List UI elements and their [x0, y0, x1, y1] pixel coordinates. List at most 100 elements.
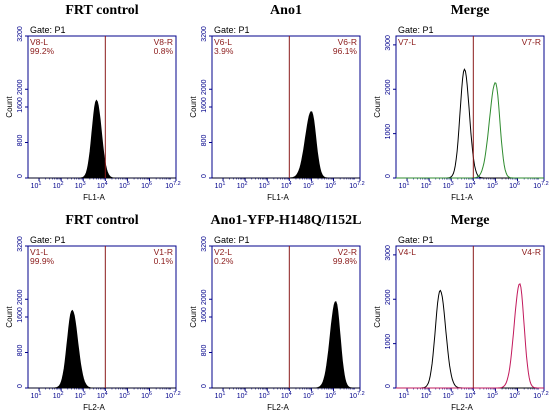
y-axis-label: Count — [189, 96, 198, 118]
gate-label: Gate: P1 — [214, 235, 250, 245]
x-tick-label: 101 — [399, 391, 410, 400]
region-left-pct: 99.2% — [30, 46, 55, 56]
x-tick-label: 101 — [31, 391, 42, 400]
x-tick-label: 104 — [97, 391, 108, 400]
y-tick-label: 1600 — [17, 307, 24, 323]
panel-title: Merge — [451, 3, 490, 18]
region-left-name: V2-L — [214, 247, 232, 257]
gate-label: Gate: P1 — [398, 235, 434, 245]
y-tick-label: 3000 — [385, 245, 392, 261]
x-tick-label: 103 — [75, 181, 86, 190]
x-axis-label: FL1-A — [83, 193, 105, 202]
x-tick-label: 103 — [259, 181, 270, 190]
x-tick-label: 106 — [325, 181, 336, 190]
x-tick-label: 107.2 — [349, 391, 364, 400]
y-tick-label: 3200 — [201, 26, 208, 42]
region-left-pct: 0.2% — [214, 256, 234, 266]
y-tick-label: 800 — [201, 345, 208, 357]
x-tick-label: 107.2 — [533, 391, 548, 400]
panel-title: FRT control — [65, 213, 138, 228]
histogram-panel-6: Merge Gate: P1 0 1000 2000 3000 Count 101 102 103… — [373, 213, 549, 412]
region-left-pct: 3.9% — [214, 46, 234, 56]
y-tick-label: 3000 — [385, 35, 392, 51]
y-tick-label: 2000 — [201, 79, 208, 95]
plot-frame — [395, 35, 545, 179]
x-tick-label: 103 — [443, 391, 454, 400]
y-tick-label: 3200 — [17, 236, 24, 252]
plot-frame — [395, 245, 545, 389]
x-tick-label: 104 — [465, 181, 476, 190]
histogram-panel-3: Merge Gate: P1 0 1000 2000 3000 Count 101 102 103… — [373, 3, 549, 202]
x-axis-label: FL1-A — [267, 193, 289, 202]
region-right-pct: 96.1% — [333, 46, 358, 56]
y-axis-label: Count — [189, 306, 198, 328]
y-tick-label: 3200 — [201, 236, 208, 252]
y-tick-label: 0 — [385, 384, 392, 388]
histogram-panel-2: Ano1 Gate: P1 0 800 1600 2000 3200 Count 101 102 1… — [189, 3, 365, 202]
x-tick-label: 104 — [281, 181, 292, 190]
x-tick-label: 105 — [487, 181, 498, 190]
gate-label: Gate: P1 — [30, 25, 66, 35]
plot-frame — [27, 245, 177, 389]
panel-title: Ano1-YFP-H148Q/I152L — [211, 213, 362, 228]
x-tick-label: 107.2 — [533, 181, 548, 190]
y-tick-label: 1600 — [201, 97, 208, 113]
y-tick-label: 0 — [201, 384, 208, 388]
y-tick-label: 0 — [17, 384, 24, 388]
histogram-series-2 — [396, 283, 544, 389]
y-tick-label: 3200 — [17, 26, 24, 42]
x-tick-label: 107.2 — [165, 391, 180, 400]
x-tick-label: 105 — [487, 391, 498, 400]
x-tick-label: 101 — [215, 391, 226, 400]
x-axis-label: FL2-A — [267, 403, 289, 412]
y-tick-label: 2000 — [385, 79, 392, 95]
gate-label: Gate: P1 — [30, 235, 66, 245]
y-tick-label: 1000 — [385, 334, 392, 350]
y-tick-label: 2000 — [385, 289, 392, 305]
y-tick-label: 800 — [17, 135, 24, 147]
x-tick-label: 104 — [465, 391, 476, 400]
histogram-panel-4: FRT control Gate: P1 0 800 1600 2000 3200 Count… — [5, 213, 181, 412]
gate-label: Gate: P1 — [398, 25, 434, 35]
region-right-name: V7-R — [522, 37, 541, 47]
y-tick-label: 1600 — [17, 97, 24, 113]
y-tick-label: 0 — [201, 174, 208, 178]
histogram-panel-5: Ano1-YFP-H148Q/I152L Gate: P1 0 800 1600 2000… — [189, 213, 365, 412]
x-tick-label: 106 — [325, 391, 336, 400]
x-tick-label: 102 — [421, 391, 432, 400]
region-left-pct: 99.9% — [30, 256, 55, 266]
region-right-name: V8-R — [154, 37, 173, 47]
panel-title: Ano1 — [270, 3, 302, 18]
histogram-series-2 — [396, 82, 544, 179]
x-axis-label: FL2-A — [83, 403, 105, 412]
y-tick-label: 1000 — [385, 124, 392, 140]
region-left-name: V8-L — [30, 37, 48, 47]
region-right-pct: 0.1% — [154, 256, 174, 266]
y-tick-label: 2000 — [17, 79, 24, 95]
y-axis-label: Count — [5, 96, 14, 118]
x-tick-label: 106 — [141, 181, 152, 190]
histogram-series-1 — [212, 111, 360, 179]
x-tick-label: 105 — [119, 391, 130, 400]
x-tick-label: 103 — [259, 391, 270, 400]
x-tick-label: 105 — [119, 181, 130, 190]
x-axis-label: FL2-A — [451, 403, 473, 412]
y-axis-label: Count — [373, 306, 382, 328]
region-right-pct: 0.8% — [154, 46, 174, 56]
histogram-series-1 — [212, 301, 360, 389]
y-tick-label: 800 — [201, 135, 208, 147]
x-tick-label: 104 — [281, 391, 292, 400]
region-right-name: V6-R — [338, 37, 357, 47]
region-left-name: V4-L — [398, 247, 416, 257]
x-tick-label: 106 — [509, 391, 520, 400]
histogram-series-1 — [28, 99, 176, 179]
plot-frame — [211, 35, 361, 179]
y-tick-label: 2000 — [17, 289, 24, 305]
y-axis-label: Count — [373, 96, 382, 118]
y-tick-label: 0 — [385, 174, 392, 178]
y-tick-label: 2000 — [201, 289, 208, 305]
y-tick-label: 1600 — [201, 307, 208, 323]
x-tick-label: 106 — [509, 181, 520, 190]
x-tick-label: 105 — [303, 181, 314, 190]
x-tick-label: 107.2 — [349, 181, 364, 190]
